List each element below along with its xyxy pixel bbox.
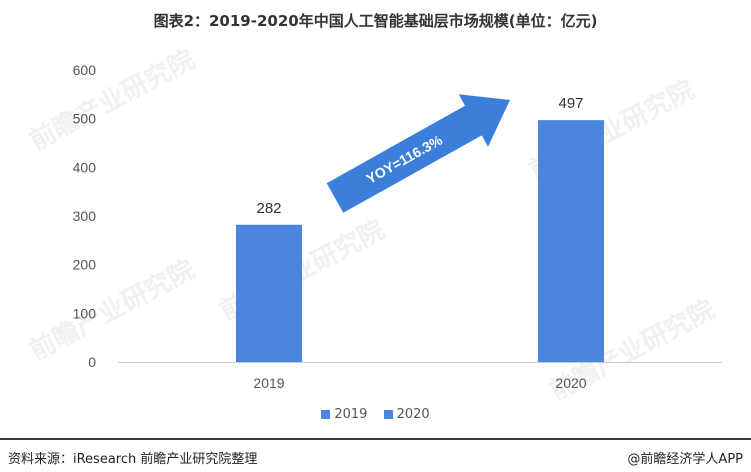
y-tick-label: 0 bbox=[88, 354, 96, 370]
legend-label: 2019 bbox=[334, 407, 368, 422]
bar-2019 bbox=[236, 224, 302, 362]
y-tick-label: 300 bbox=[73, 208, 97, 224]
y-axis: 0 100 200 300 400 500 600 bbox=[73, 62, 97, 370]
x-axis: 2019 2020 bbox=[253, 375, 586, 391]
source-text: 资料来源：iResearch 前瞻产业研究院整理 bbox=[8, 452, 258, 467]
growth-arrow-shape bbox=[326, 94, 510, 213]
legend-item-2019: 2019 bbox=[321, 407, 367, 422]
legend-item-2020: 2020 bbox=[383, 407, 430, 422]
y-tick-label: 400 bbox=[73, 159, 97, 175]
x-tick-label-2020: 2020 bbox=[555, 375, 586, 391]
y-tick-label: 200 bbox=[73, 257, 97, 273]
bar-2020 bbox=[538, 120, 604, 362]
x-tick-label-2019: 2019 bbox=[253, 375, 284, 391]
y-tick-label: 100 bbox=[73, 305, 97, 321]
footer: 资料来源：iResearch 前瞻产业研究院整理 @前瞻经济学人APP bbox=[0, 438, 751, 468]
legend-swatch bbox=[383, 410, 393, 419]
y-tick-label: 500 bbox=[73, 111, 97, 127]
legend-label: 2020 bbox=[396, 407, 430, 422]
legend-swatch bbox=[321, 410, 331, 419]
growth-arrow: YOY=116.3% bbox=[326, 94, 510, 213]
brand-text: @前瞻经济学人APP bbox=[627, 452, 743, 467]
y-tick-label: 600 bbox=[73, 62, 97, 78]
data-label-2020: 497 bbox=[558, 95, 583, 112]
bar-chart: 0 100 200 300 400 500 600 282 497 2019 2020 YOY=… bbox=[73, 62, 722, 391]
legend: 2019 2020 bbox=[0, 407, 751, 422]
bars: 282 497 bbox=[236, 95, 604, 362]
chart-title: 图表2：2019-2020年中国人工智能基础层市场规模(单位：亿元) bbox=[153, 12, 598, 30]
data-label-2019: 282 bbox=[256, 200, 281, 217]
